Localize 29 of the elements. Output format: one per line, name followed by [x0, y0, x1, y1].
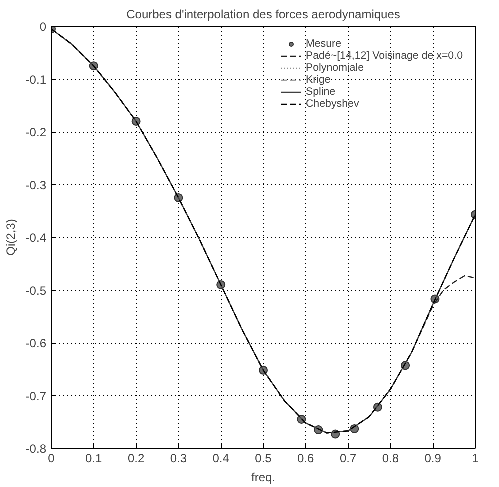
y-tick-label: -0.6 — [26, 336, 47, 350]
x-tick-label: 0.6 — [298, 452, 315, 466]
y-tick-label: -0.8 — [26, 442, 47, 456]
y-tick-label: -0.7 — [26, 389, 47, 404]
x-tick-label: 0.5 — [255, 452, 272, 466]
legend-label: Polynomiale — [306, 62, 364, 74]
legend-label: Padé~[14,12] Voisinage de x=0.0 — [306, 50, 463, 62]
y-tick-label: -0.4 — [26, 231, 47, 245]
x-tick-label: 0.1 — [86, 452, 103, 466]
x-tick-label: 0.8 — [382, 452, 400, 466]
legend-label: Spline — [306, 86, 336, 98]
legend-label: Mesure — [306, 38, 342, 50]
y-axis-title: Qi(2,3) — [4, 219, 18, 256]
x-tick-label: 0.9 — [424, 452, 442, 466]
legend-label: Krige — [306, 74, 331, 86]
x-axis-title: freq. — [251, 470, 276, 484]
x-tick-label: 0.7 — [340, 452, 357, 466]
x-tick-label: 0 — [48, 452, 56, 466]
legend-label: Chebyshev — [306, 98, 360, 110]
y-tick-label: 0 — [40, 20, 47, 34]
y-tick-label: -0.5 — [26, 284, 47, 298]
x-tick-label: 0.2 — [128, 452, 145, 466]
x-tick-label: 1 — [472, 452, 480, 466]
x-tick-label: 0.3 — [170, 452, 188, 466]
x-tick-label: 0.4 — [212, 452, 230, 466]
y-tick-label: -0.3 — [26, 178, 47, 192]
y-tick-label: -0.1 — [26, 72, 47, 87]
chart-title: Courbes d'interpolation des forces aerodynamiques — [126, 8, 400, 22]
y-tick-label: -0.2 — [26, 126, 47, 140]
